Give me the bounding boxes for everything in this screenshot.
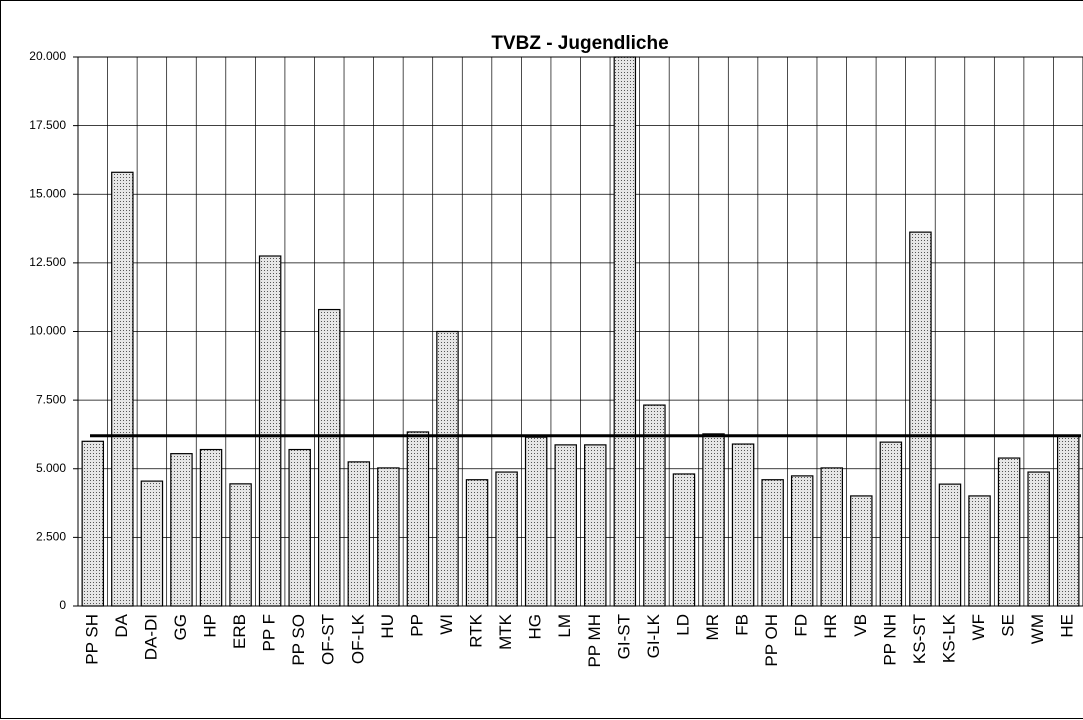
bar: [790, 475, 814, 607]
x-tick-label: GI-LK: [644, 613, 663, 658]
x-tick-label: OF-LK: [348, 613, 367, 664]
bar: [318, 308, 341, 607]
bar: [406, 431, 430, 607]
bar: [111, 171, 134, 607]
y-tick-label: 5.000: [36, 461, 66, 475]
x-tick-label: GI-ST: [614, 614, 633, 659]
chart-title: TVBZ - Jugendliche: [491, 33, 668, 54]
bar: [229, 483, 252, 607]
y-tick-label: 10.000: [29, 324, 66, 338]
x-tick-label: HG: [526, 614, 545, 640]
bar: [288, 448, 311, 607]
x-tick-label: PP SH: [82, 614, 101, 665]
x-tick-label: FD: [792, 614, 811, 637]
bar: [731, 443, 755, 607]
bar: [643, 404, 666, 607]
x-tick-label: WI: [437, 614, 456, 635]
y-tick-label: 20.000: [29, 49, 66, 63]
bar: [909, 231, 932, 607]
x-tick-label: PP NH: [880, 614, 899, 666]
x-tick-label: DA: [112, 613, 131, 637]
y-tick-label: 17.500: [29, 118, 66, 132]
x-tick-label: HU: [378, 614, 397, 639]
y-tick-label: 12.500: [29, 255, 66, 269]
x-tick-label: PP MH: [585, 614, 604, 668]
bar: [879, 441, 903, 607]
bar: [850, 495, 873, 607]
bar: [465, 479, 489, 607]
bar: [199, 448, 223, 607]
y-tick-label: 0: [59, 598, 66, 612]
y-tick-label: 2.500: [36, 530, 66, 544]
x-tick-label: HE: [1058, 614, 1077, 638]
bar: [495, 471, 518, 607]
x-tick-label: HP: [200, 614, 219, 638]
x-tick-label: KS-LK: [939, 613, 958, 663]
x-tick-label: OF-ST: [319, 614, 338, 665]
bar: [170, 453, 193, 607]
x-tick-label: MR: [703, 614, 722, 640]
bar: [820, 467, 843, 607]
x-tick-label: RTK: [467, 613, 486, 647]
bar: [672, 473, 696, 607]
x-tick-label: LD: [673, 614, 692, 636]
bar: [1027, 471, 1050, 607]
bar: [1056, 435, 1080, 607]
bar: [938, 483, 962, 607]
x-tick-label: PP F: [260, 614, 279, 651]
x-tick-label: PP OH: [762, 614, 781, 667]
bar: [761, 479, 784, 607]
bar: [702, 433, 725, 607]
x-tick-label: MTK: [496, 613, 515, 650]
bar: [613, 56, 637, 607]
x-tick-label: LM: [555, 614, 574, 638]
bar: [258, 255, 282, 607]
x-tick-label: PP SO: [289, 614, 308, 666]
x-tick-label: VB: [851, 614, 870, 637]
y-tick-label: 7.500: [36, 392, 66, 406]
y-tick-label: 15.000: [29, 186, 66, 200]
bar: [347, 461, 371, 607]
x-tick-label: WM: [1028, 614, 1047, 644]
bar: [377, 467, 400, 607]
x-tick-label: KS-ST: [910, 614, 929, 664]
x-tick-label: HR: [821, 614, 840, 639]
bar: [140, 480, 164, 607]
x-tick-label: SE: [999, 614, 1018, 637]
x-tick-label: PP: [407, 614, 426, 637]
bar: [524, 436, 548, 607]
bar: [436, 330, 459, 607]
x-tick-label: DA-DI: [141, 614, 160, 660]
x-tick-label: ERB: [230, 614, 249, 649]
bar: [554, 444, 577, 607]
bar: [584, 444, 607, 607]
x-tick-label: GG: [171, 614, 190, 640]
bar: [81, 440, 105, 607]
bar: [968, 495, 991, 607]
x-tick-label: FB: [733, 614, 752, 636]
x-tick-label: WF: [969, 614, 988, 640]
bar: [997, 457, 1021, 607]
